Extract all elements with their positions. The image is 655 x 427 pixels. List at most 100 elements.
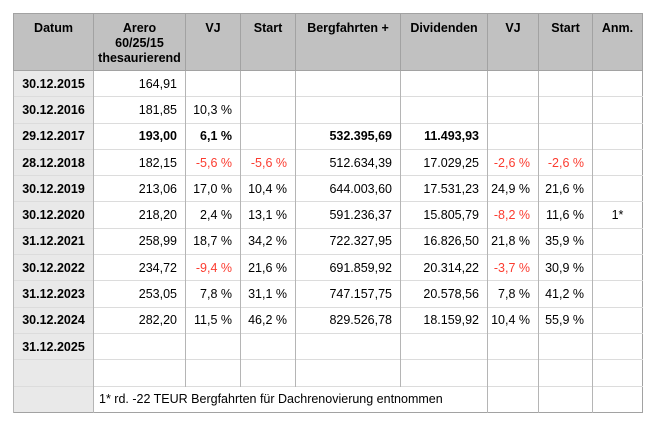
cell-datum[interactable]: 30.12.2015 [13, 70, 94, 97]
cell-anm[interactable] [592, 359, 643, 387]
cell-datum[interactable]: 30.12.2016 [13, 96, 94, 124]
cell-vj[interactable] [185, 332, 241, 360]
cell-datum[interactable]: 30.12.2024 [13, 306, 94, 334]
col-header-start[interactable]: Start [240, 13, 296, 71]
cell-start[interactable] [240, 122, 296, 150]
cell-dividenden[interactable]: 18.159,92 [400, 306, 488, 334]
cell-vj2[interactable]: -3,7 % [487, 254, 539, 281]
cell-start2[interactable]: 41,2 % [538, 280, 593, 308]
cell-bergfahrten[interactable]: 644.003,60 [295, 175, 401, 202]
cell-bergfahrten[interactable]: 691.859,92 [295, 254, 401, 281]
cell-start2[interactable] [538, 359, 593, 387]
cell-datum[interactable]: 31.12.2023 [13, 280, 94, 308]
cell-start[interactable]: 13,1 % [240, 201, 296, 229]
cell-start2[interactable] [538, 332, 593, 360]
cell-datum[interactable]: 31.12.2025 [13, 332, 94, 360]
col-header-start-2[interactable]: Start [538, 13, 593, 71]
cell-vj2[interactable] [487, 332, 539, 360]
cell-dividenden[interactable]: 17.029,25 [400, 148, 488, 176]
cell-start[interactable]: 10,4 % [240, 175, 296, 202]
cell-datum[interactable]: 28.12.2018 [13, 148, 94, 176]
cell-start[interactable]: 21,6 % [240, 254, 296, 281]
cell-anm[interactable] [592, 332, 643, 360]
cell-anm[interactable] [592, 306, 643, 334]
col-header-vj-2[interactable]: VJ [487, 13, 539, 71]
cell-anm[interactable] [592, 148, 643, 176]
cell-vj2[interactable] [487, 359, 539, 387]
cell-anm[interactable] [592, 280, 643, 308]
cell-dividenden[interactable] [400, 359, 488, 387]
cell-dividenden[interactable]: 20.578,56 [400, 280, 488, 308]
col-header-datum[interactable]: Datum [13, 13, 94, 71]
cell-start2[interactable]: -2,6 % [538, 148, 593, 176]
cell-anm[interactable]: 1* [592, 201, 643, 229]
cell-vj2[interactable] [487, 96, 539, 124]
cell-vj[interactable]: -9,4 % [185, 254, 241, 281]
cell-vj[interactable]: 10,3 % [185, 96, 241, 124]
cell-vj[interactable] [185, 359, 241, 387]
cell-datum[interactable]: 29.12.2017 [13, 122, 94, 150]
cell-start2[interactable] [538, 70, 593, 97]
col-header-dividenden[interactable]: Dividenden [400, 13, 488, 71]
cell-start2[interactable]: 35,9 % [538, 227, 593, 255]
cell-arero[interactable]: 213,06 [93, 175, 186, 202]
cell-vj[interactable]: 2,4 % [185, 201, 241, 229]
cell-dividenden[interactable]: 15.805,79 [400, 201, 488, 229]
cell-start[interactable]: 31,1 % [240, 280, 296, 308]
cell-bergfahrten[interactable] [295, 359, 401, 387]
cell-datum[interactable] [13, 385, 94, 413]
col-header-vj[interactable]: VJ [185, 13, 241, 71]
cell-dividenden[interactable] [400, 332, 488, 360]
cell-start2[interactable]: 11,6 % [538, 201, 593, 229]
col-header-anm[interactable]: Anm. [592, 13, 643, 71]
cell-start[interactable] [240, 96, 296, 124]
cell-bergfahrten[interactable]: 829.526,78 [295, 306, 401, 334]
cell-vj2[interactable] [487, 122, 539, 150]
cell-arero[interactable]: 282,20 [93, 306, 186, 334]
cell-anm[interactable] [592, 227, 643, 255]
cell-datum[interactable]: 31.12.2021 [13, 227, 94, 255]
cell-anm[interactable] [592, 122, 643, 150]
cell-start[interactable] [240, 332, 296, 360]
cell-vj2[interactable]: 10,4 % [487, 306, 539, 334]
cell-start2[interactable] [538, 96, 593, 124]
cell-start[interactable]: -5,6 % [240, 148, 296, 176]
cell-vj2[interactable]: -8,2 % [487, 201, 539, 229]
cell-start[interactable] [240, 359, 296, 387]
cell-vj2[interactable]: 24,9 % [487, 175, 539, 202]
cell-datum[interactable]: 30.12.2020 [13, 201, 94, 229]
cell-start[interactable]: 46,2 % [240, 306, 296, 334]
cell-bergfahrten[interactable] [295, 96, 401, 124]
cell-arero[interactable] [93, 359, 186, 387]
cell-arero[interactable]: 218,20 [93, 201, 186, 229]
cell-bergfahrten[interactable]: 722.327,95 [295, 227, 401, 255]
cell-dividenden[interactable]: 20.314,22 [400, 254, 488, 281]
footnote-cell[interactable]: 1* rd. -22 TEUR Bergfahrten für Dachreno… [93, 385, 488, 413]
cell-arero[interactable]: 193,00 [93, 122, 186, 150]
cell-vj2[interactable]: 21,8 % [487, 227, 539, 255]
cell-arero[interactable]: 234,72 [93, 254, 186, 281]
cell-vj2[interactable]: -2,6 % [487, 148, 539, 176]
cell-vj[interactable]: 18,7 % [185, 227, 241, 255]
cell-vj2[interactable] [487, 385, 539, 413]
cell-vj2[interactable] [487, 70, 539, 97]
cell-start2[interactable]: 21,6 % [538, 175, 593, 202]
cell-start2[interactable]: 30,9 % [538, 254, 593, 281]
cell-anm[interactable] [592, 96, 643, 124]
cell-bergfahrten[interactable] [295, 70, 401, 97]
cell-arero[interactable]: 258,99 [93, 227, 186, 255]
cell-anm[interactable] [592, 70, 643, 97]
cell-datum[interactable]: 30.12.2019 [13, 175, 94, 202]
cell-vj[interactable]: 6,1 % [185, 122, 241, 150]
cell-bergfahrten[interactable]: 512.634,39 [295, 148, 401, 176]
cell-vj[interactable]: -5,6 % [185, 148, 241, 176]
cell-arero[interactable]: 181,85 [93, 96, 186, 124]
cell-arero[interactable]: 182,15 [93, 148, 186, 176]
cell-datum[interactable]: 30.12.2022 [13, 254, 94, 281]
cell-arero[interactable]: 164,91 [93, 70, 186, 97]
cell-bergfahrten[interactable] [295, 332, 401, 360]
col-header-arero[interactable]: Arero 60/25/15 thesaurierend [93, 13, 186, 71]
cell-bergfahrten[interactable]: 747.157,75 [295, 280, 401, 308]
cell-anm[interactable] [592, 385, 643, 413]
cell-dividenden[interactable]: 11.493,93 [400, 122, 488, 150]
